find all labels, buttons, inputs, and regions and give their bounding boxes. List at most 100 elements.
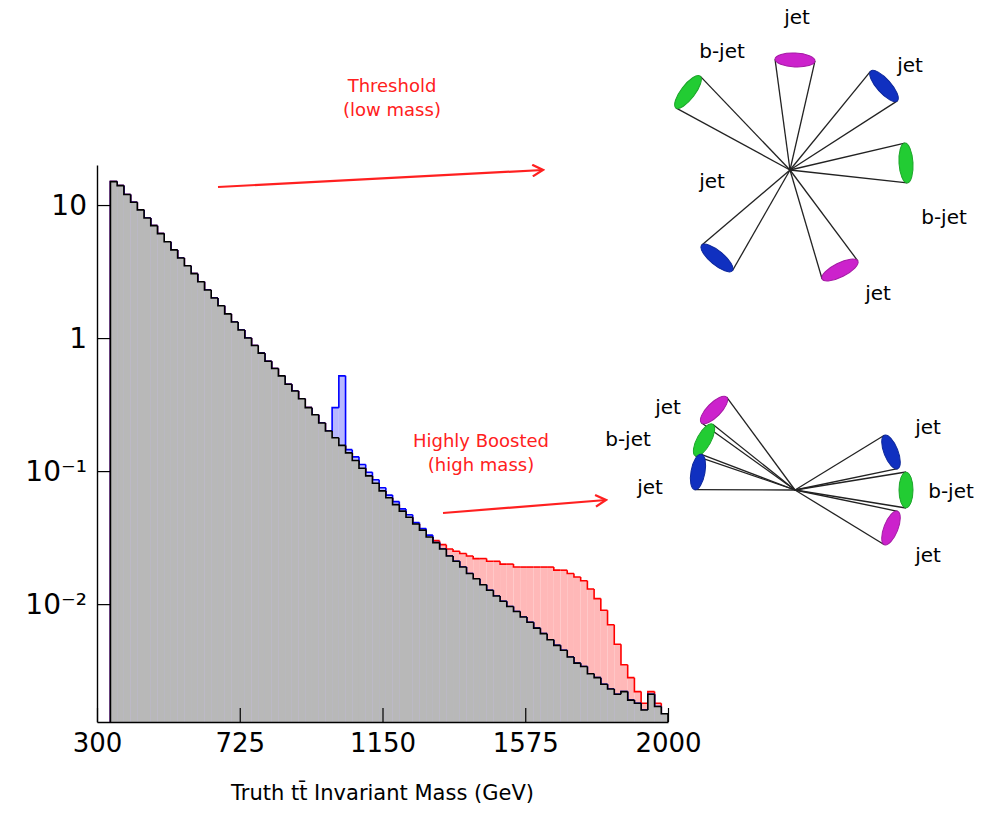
histogram-bin (587, 674, 594, 722)
y-axis-line (97, 166, 98, 723)
histogram-bin (534, 628, 541, 722)
histogram-step (520, 566, 527, 568)
histogram-step (473, 573, 480, 578)
histogram-bin (204, 290, 211, 722)
histogram-bin (272, 369, 279, 722)
histogram-step (601, 678, 608, 685)
histogram-step (117, 182, 124, 186)
histogram-step (574, 573, 581, 577)
histogram-step (265, 353, 272, 361)
histogram-step (231, 314, 238, 322)
histogram-step (238, 322, 245, 330)
histogram-step (655, 694, 662, 706)
histogram-bin (547, 640, 554, 722)
histogram-step (561, 569, 568, 571)
histogram-step (534, 566, 541, 568)
x-tick-label: 725 (215, 728, 265, 758)
jet-label: jet (636, 475, 663, 499)
histogram-step (587, 666, 594, 673)
histogram-step (339, 438, 346, 446)
histogram-bin (513, 612, 520, 722)
histogram-step (137, 202, 144, 210)
histogram-bin (332, 408, 339, 722)
histogram-step (204, 282, 211, 290)
histogram-bin (346, 453, 353, 722)
histogram-bin (487, 561, 494, 722)
histogram-bin (466, 573, 473, 722)
histogram-step (594, 674, 601, 678)
cone-edge (790, 71, 871, 170)
histogram-step (110, 182, 117, 722)
histogram-step (124, 186, 131, 195)
histogram-bin (157, 234, 164, 722)
cone-edge (676, 108, 790, 170)
histogram-bin (419, 530, 426, 722)
histogram-step (473, 573, 480, 578)
histogram-step (608, 684, 615, 689)
y-tick-mark (97, 338, 111, 339)
histogram-bin (339, 445, 346, 722)
y-tick-label: 10 (51, 189, 87, 222)
histogram-bin (574, 663, 581, 722)
histogram-step (487, 585, 494, 591)
histogram-bin (299, 399, 306, 722)
histogram-step (406, 509, 413, 515)
histogram-bin (601, 684, 608, 722)
histogram-step (554, 640, 561, 646)
annotations: Threshold(low mass)Highly Boosted(high m… (218, 75, 606, 513)
histogram-bin (292, 391, 299, 722)
histogram-bin (198, 282, 205, 722)
x-tick-mark (525, 708, 526, 722)
histogram-bin (661, 714, 668, 722)
histogram-step (493, 590, 500, 596)
histogram-bin (204, 290, 211, 722)
x-tick-mark (668, 708, 669, 722)
histogram-bin (272, 369, 279, 722)
histogram-step (527, 566, 534, 568)
annotation-text: (low mass) (343, 99, 441, 120)
histogram-step (164, 234, 171, 242)
y-tick: 10 (51, 189, 111, 222)
jet-diagram: b-jetjetjetb-jetjetjet (670, 5, 967, 305)
histogram-step (171, 242, 178, 250)
histogram-bin (110, 182, 117, 722)
histogram-bin (211, 298, 218, 722)
histogram-step (332, 431, 339, 438)
histogram-step (258, 345, 265, 353)
histogram-bin (534, 567, 541, 722)
histogram-step (151, 218, 158, 226)
histogram-step (178, 250, 185, 258)
histogram-step (614, 625, 621, 644)
histogram-step (178, 250, 185, 258)
histogram-step (184, 258, 191, 266)
histogram-bin (124, 195, 131, 722)
histogram-step (278, 369, 285, 376)
histogram-step (567, 650, 574, 657)
histogram-step (634, 700, 641, 703)
histogram-step (466, 554, 473, 556)
histogram-bin (379, 488, 386, 722)
histogram-bin (225, 314, 232, 722)
cone-edge (700, 76, 790, 170)
histogram-step (198, 274, 205, 282)
histogram-bin (655, 707, 662, 722)
histogram-bin (325, 431, 332, 722)
plot-area (110, 182, 668, 722)
annotation-text: Highly Boosted (413, 430, 549, 451)
x-tick: 2000 (635, 708, 701, 758)
histogram-step (574, 657, 581, 663)
cone-edge (795, 472, 906, 490)
histogram-step (628, 665, 635, 678)
histogram-step (587, 581, 594, 589)
histogram-series (110, 182, 668, 722)
histogram-step (352, 450, 359, 457)
histogram-bin (466, 573, 473, 722)
histogram-bin (346, 450, 353, 722)
histogram-bin (440, 549, 447, 722)
cone-edge (790, 143, 905, 170)
histogram-bin (487, 590, 494, 722)
cone-edge (795, 490, 906, 508)
histogram-bin (164, 242, 171, 722)
cone-edge (790, 170, 822, 279)
histogram-bin (265, 361, 272, 722)
